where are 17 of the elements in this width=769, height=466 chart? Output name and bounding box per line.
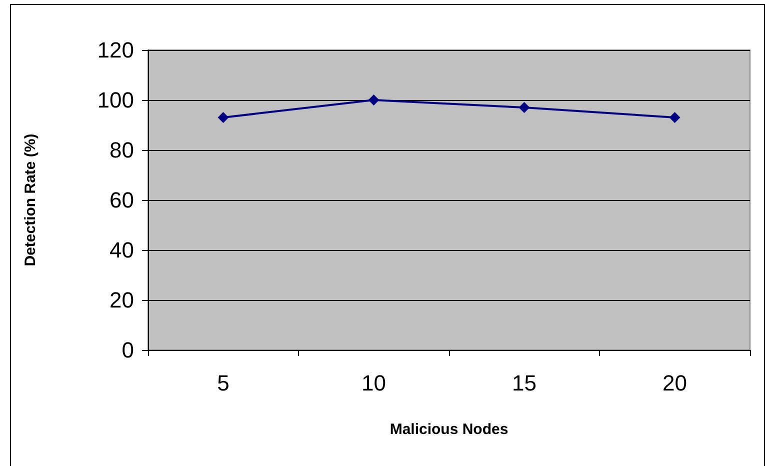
- y-tick-label: 40: [110, 238, 134, 262]
- point: [518, 102, 530, 113]
- x-tick-label: 5: [217, 370, 230, 396]
- y-tick-label: 60: [110, 188, 134, 212]
- x-axis-title: Malicious Nodes: [390, 421, 508, 438]
- x-tick-label: 10: [362, 370, 386, 396]
- point: [218, 112, 229, 123]
- point: [368, 94, 380, 106]
- y-tick-label: 20: [110, 288, 134, 312]
- y-tick-label: 0: [122, 338, 134, 362]
- y-tick-label: 80: [110, 138, 134, 162]
- x-tick-label: 15: [512, 370, 536, 396]
- y-tick-label: 120: [97, 38, 134, 62]
- y-tick-label: 100: [97, 88, 134, 112]
- y-axis-title: Detection Rate (%): [22, 134, 39, 266]
- point: [669, 112, 680, 123]
- x-tick-label: 20: [662, 370, 687, 396]
